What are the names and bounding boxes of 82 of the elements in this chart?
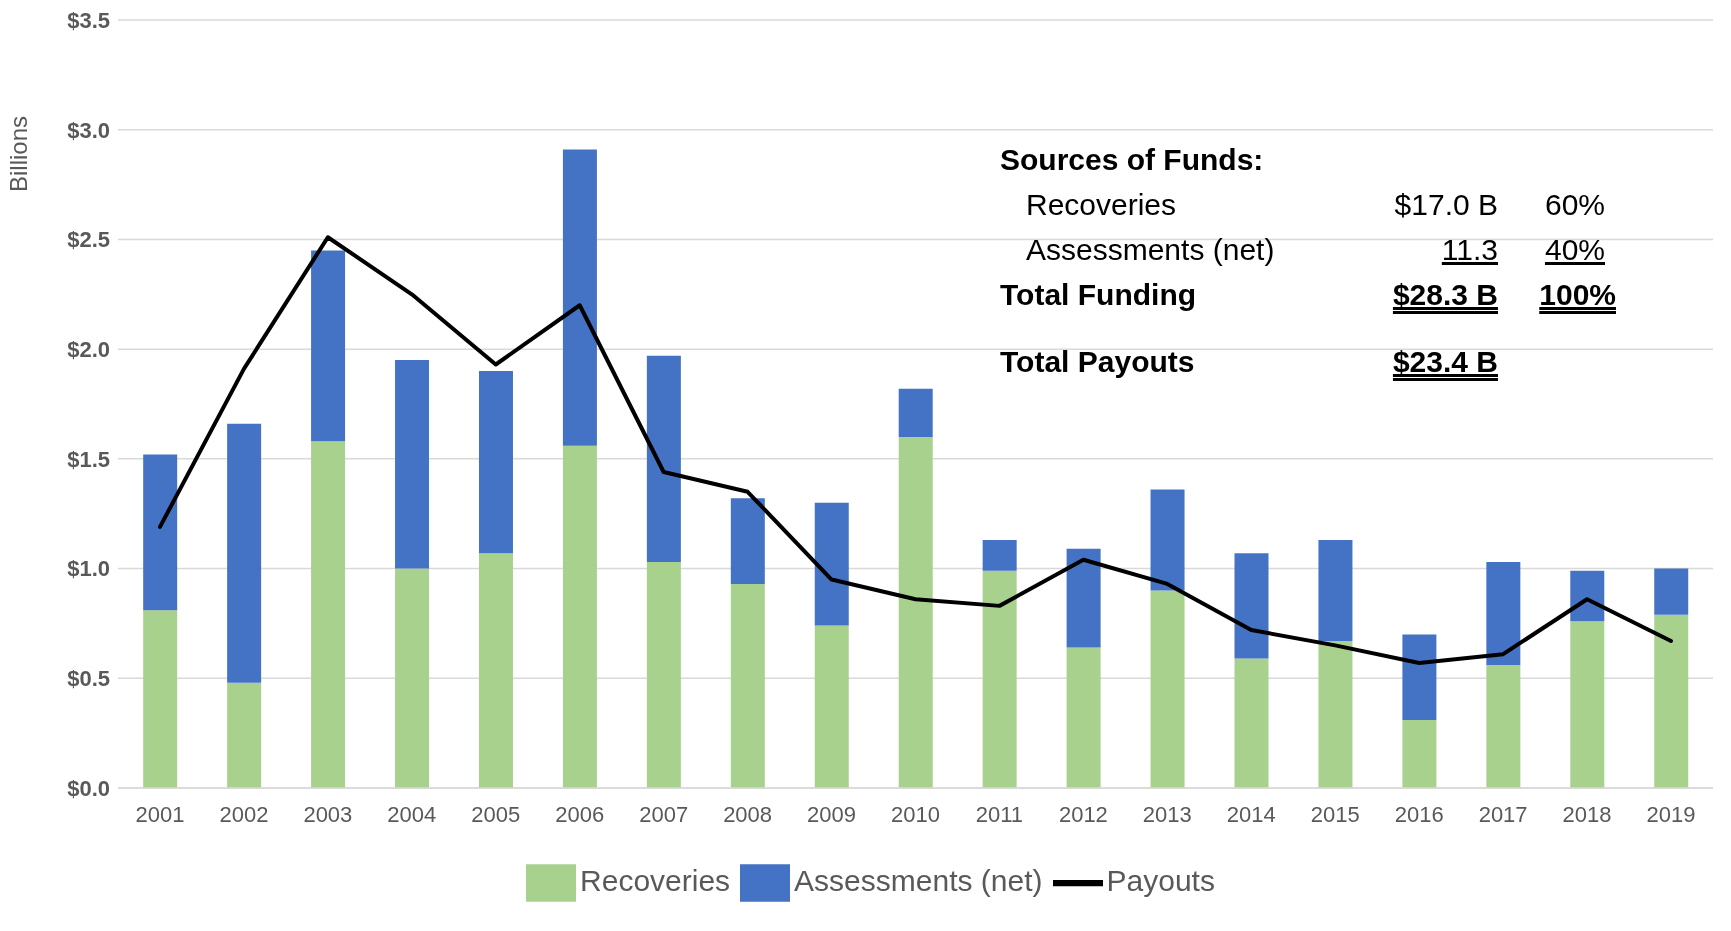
bar (395, 568, 430, 788)
y-tick-label: $2.0 (67, 336, 110, 362)
bar (1066, 548, 1101, 648)
annotation: 40% (1544, 233, 1605, 267)
x-tick-label: 2017 (1478, 801, 1528, 827)
x-tick-label: 2004 (387, 801, 437, 827)
y-tick-label: $1.5 (67, 446, 110, 472)
x-tick-label: 2013 (1142, 801, 1192, 827)
x-tick-label: 2001 (135, 801, 185, 827)
legend-label: Assessments (net) (794, 863, 1043, 897)
bar (1150, 489, 1185, 591)
bar (646, 355, 681, 562)
bar (1318, 640, 1353, 788)
annotation: $28.3 B (1392, 278, 1498, 312)
x-tick-label: 2019 (1646, 801, 1696, 827)
x-tick-label: 2005 (471, 801, 521, 827)
bar (898, 388, 933, 437)
bar (1318, 540, 1353, 641)
annotation: $23.4 B (1392, 345, 1498, 379)
y-tick-label: $3.0 (67, 117, 110, 143)
bar (395, 360, 430, 569)
annotation: 11.3 (1441, 233, 1498, 267)
y-tick-label: $0.0 (67, 775, 110, 801)
bar (1570, 570, 1605, 622)
bar (646, 561, 681, 788)
bar (562, 149, 597, 446)
bar (1486, 561, 1521, 666)
bar (1150, 590, 1185, 788)
x-tick-label: 2007 (639, 801, 689, 827)
bar (1486, 665, 1521, 788)
annotation: 60% (1544, 188, 1605, 222)
bar (982, 540, 1017, 571)
y-tick-label: $3.5 (67, 7, 110, 33)
annotation: Total Funding (1000, 278, 1197, 312)
bar (311, 250, 346, 442)
bar (730, 583, 765, 788)
x-tick-label: 2011 (975, 801, 1024, 827)
bar (1066, 647, 1101, 788)
x-tick-label: 2002 (219, 801, 269, 827)
legend-label: Recoveries (580, 863, 731, 897)
x-tick-label: 2015 (1310, 801, 1360, 827)
bar (730, 498, 765, 584)
x-tick-label: 2010 (891, 801, 940, 827)
bar (1402, 719, 1437, 788)
bar (814, 502, 849, 626)
annotation: Total Payouts (1000, 345, 1195, 379)
annotation: Assessments (net) (1026, 233, 1275, 267)
bar (227, 682, 262, 788)
bar (311, 441, 346, 788)
x-tick-label: 2003 (303, 801, 353, 827)
y-axis-title: Billions (4, 115, 32, 193)
bar (478, 371, 513, 554)
y-tick-label: $2.5 (67, 227, 110, 253)
bar (1402, 634, 1437, 720)
x-tick-label: 2006 (555, 801, 605, 827)
legend-label: Payouts (1106, 863, 1215, 897)
bar (478, 553, 513, 788)
annotation: $17.0 B (1394, 188, 1498, 222)
annotation: Sources of Funds: (1000, 143, 1264, 177)
bar (143, 454, 178, 611)
x-tick-label: 2014 (1226, 801, 1276, 827)
line-series (157, 235, 1674, 665)
bar (1234, 658, 1269, 788)
bar (814, 625, 849, 788)
bar (227, 423, 262, 683)
bar (982, 570, 1017, 788)
bar (143, 610, 178, 788)
x-tick-label: 2018 (1562, 801, 1612, 827)
bar (1570, 621, 1605, 788)
bar (1654, 568, 1689, 615)
x-tick-label: 2016 (1394, 801, 1444, 827)
bar (1654, 614, 1689, 788)
x-tick-label: 2008 (723, 801, 773, 827)
annotation: Recoveries (1026, 188, 1177, 222)
x-tick-label: 2012 (1058, 801, 1108, 827)
bar (1234, 553, 1269, 659)
bar (898, 436, 933, 788)
y-tick-label: $1.0 (67, 556, 110, 582)
x-tick-label: 2009 (807, 801, 857, 827)
annotation: 100% (1539, 278, 1616, 312)
y-tick-label: $0.5 (67, 666, 110, 692)
bar (562, 445, 597, 788)
